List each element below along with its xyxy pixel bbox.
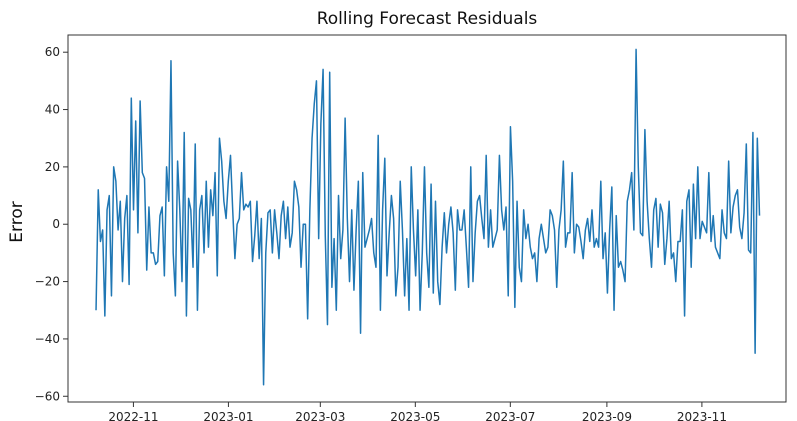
y-axis-label: Error: [7, 201, 27, 242]
y-tick-label: −60: [35, 389, 60, 403]
x-tick-label: 2023-01: [203, 410, 253, 421]
y-tick-label: 20: [45, 160, 60, 174]
plot-area: [95, 48, 761, 386]
x-tick-label: 2023-03: [295, 410, 345, 421]
y-tick-label: −40: [35, 332, 60, 346]
y-tick-label: −20: [35, 275, 60, 289]
chart-title: Rolling Forecast Residuals: [317, 9, 538, 29]
y-tick-label: 60: [45, 45, 60, 59]
x-tick-label: 2022-11: [108, 410, 158, 421]
x-tick-label: 2023-11: [677, 410, 727, 421]
series-line-0: [95, 48, 761, 386]
y-tick-label: 0: [52, 217, 60, 231]
x-tick-label: 2023-09: [582, 410, 632, 421]
x-tick-label: 2023-07: [485, 410, 535, 421]
y-axis: 60 40 20 0 −20 −40 −60: [35, 45, 68, 403]
x-tick-label: 2023-05: [390, 410, 440, 421]
y-tick-label: 40: [45, 103, 60, 117]
x-axis: 2022-11 2023-01 2023-03 2023-05 2023-07 2023-…: [108, 402, 727, 421]
plot-frame: [67, 34, 787, 403]
